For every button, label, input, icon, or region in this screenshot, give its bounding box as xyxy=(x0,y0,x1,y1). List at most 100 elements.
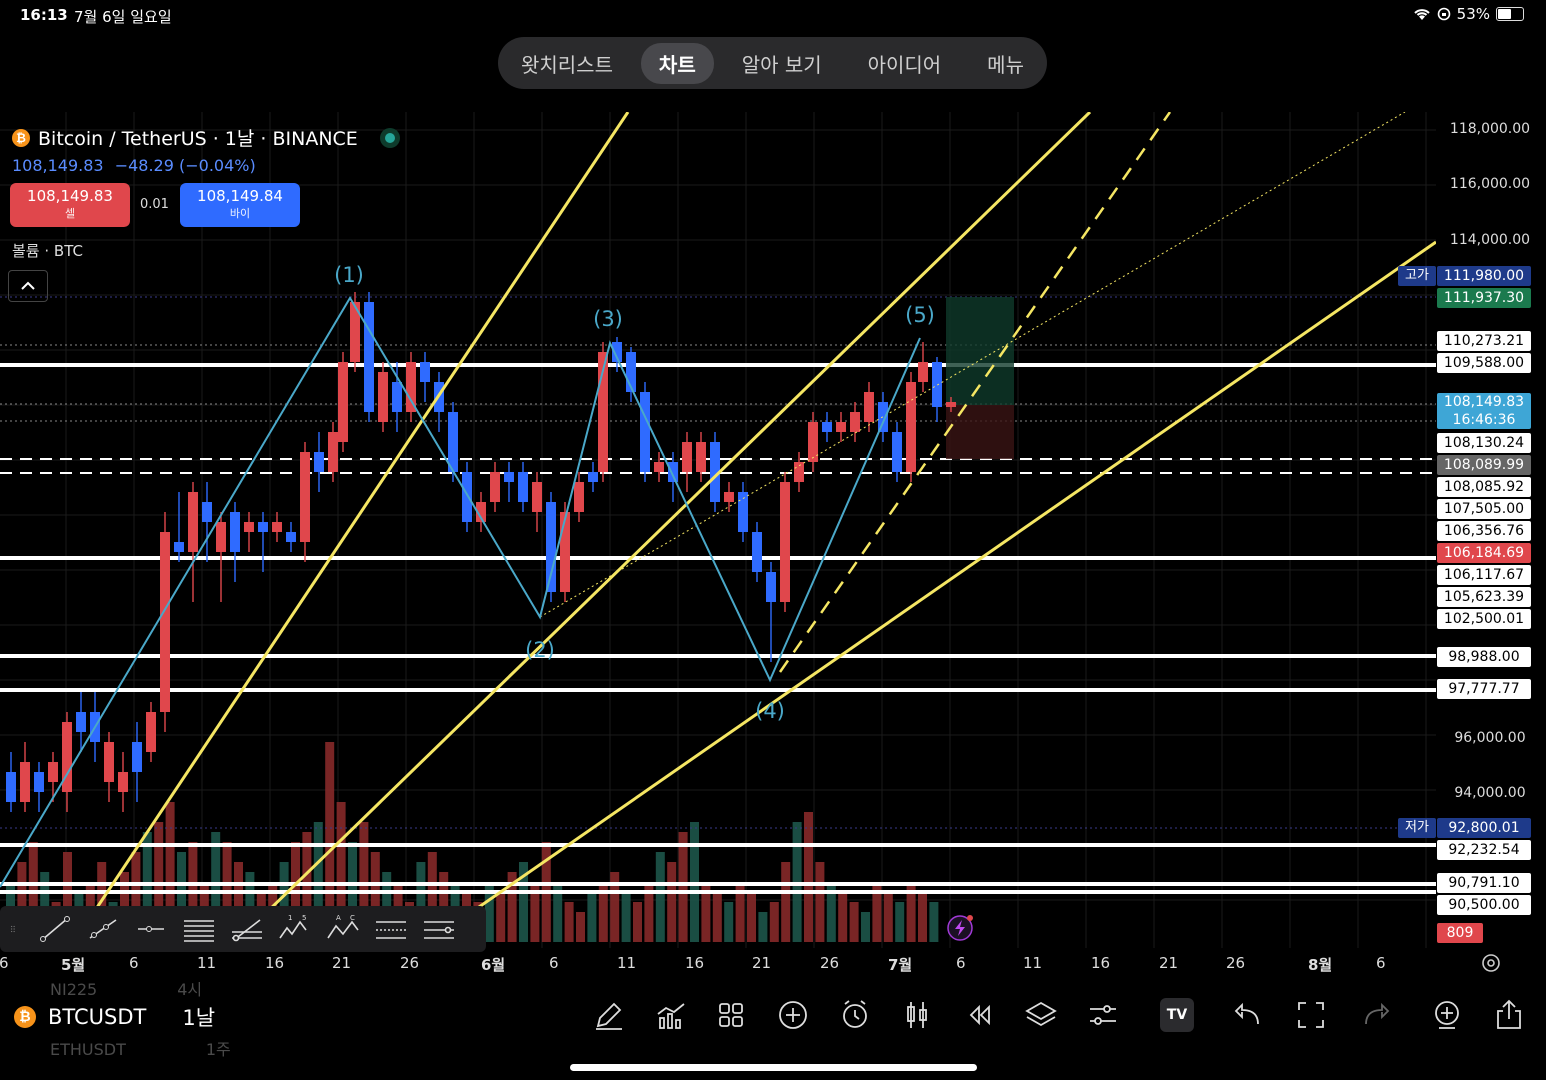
share-icon[interactable] xyxy=(1492,998,1526,1032)
price-marker-value: 106,117.67 xyxy=(1443,567,1525,583)
parallel-channel-tool-icon[interactable] xyxy=(182,914,216,944)
tradingview-logo-icon[interactable]: TV xyxy=(1160,998,1194,1032)
tab-4[interactable]: 메뉴 xyxy=(987,52,1024,77)
interval-selector[interactable]: 1날 xyxy=(182,1006,216,1030)
ghost-interval-above: 4시 xyxy=(177,980,203,999)
candle-body xyxy=(272,522,282,532)
collapse-legend-button[interactable] xyxy=(8,270,48,302)
candle-body xyxy=(406,362,416,412)
status-bar: 16:13 7월 6일 일요일 53% xyxy=(0,0,1546,30)
volume-bar xyxy=(758,912,768,942)
undo-icon[interactable] xyxy=(1232,998,1266,1032)
pen-drawing-icon[interactable] xyxy=(592,998,626,1032)
candle-body xyxy=(462,472,472,522)
add-alert-list-icon[interactable] xyxy=(1430,998,1464,1032)
alarm-clock-icon[interactable] xyxy=(838,998,872,1032)
buy-button[interactable]: 108,149.84 바이 xyxy=(180,183,300,227)
candle-body xyxy=(216,522,226,552)
candle-body xyxy=(146,712,156,752)
ghost-symbol-above: NI225 xyxy=(50,980,98,999)
drag-handle-icon[interactable] xyxy=(10,914,24,944)
candle-body xyxy=(504,472,514,482)
indicators-icon[interactable] xyxy=(654,998,688,1032)
volume-bar xyxy=(781,862,791,942)
quick-trade-icon[interactable] xyxy=(944,912,976,944)
date-tick-label: 6 xyxy=(1376,954,1386,972)
bitcoin-icon: ₿ xyxy=(12,128,30,147)
bitcoin-icon: ₿ xyxy=(14,1006,36,1028)
redo-icon[interactable] xyxy=(1358,998,1392,1032)
status-date: 7월 6일 일요일 xyxy=(74,8,172,26)
date-tick-label: 26 xyxy=(820,954,840,972)
fullscreen-icon[interactable] xyxy=(1294,998,1328,1032)
candle-body xyxy=(392,382,402,412)
volume-bar xyxy=(712,892,722,942)
price-marker-value: 110,273.21 xyxy=(1443,333,1525,349)
volume-bar xyxy=(895,902,905,942)
buy-price: 108,149.84 xyxy=(197,187,283,205)
replay-icon[interactable] xyxy=(962,998,996,1032)
price-marker: 107,505.00 xyxy=(1437,499,1531,519)
price-marker-value: 111,937.30 xyxy=(1443,290,1525,306)
volume-bar xyxy=(564,902,574,942)
sell-button[interactable]: 108,149.83 셀 xyxy=(10,183,130,227)
symbol-title-text: Bitcoin / TetherUS · 1날 · BINANCE xyxy=(38,128,358,150)
layers-icon[interactable] xyxy=(1024,998,1058,1032)
volume-bar xyxy=(279,862,289,942)
candle-body xyxy=(560,512,570,592)
ghost-watchlist-row-above: NI225 4시 xyxy=(50,976,202,1000)
price-change: −48.29 (−0.04%) xyxy=(114,156,256,175)
add-plus-icon[interactable] xyxy=(776,998,810,1032)
price-tick-label: 118,000.00 xyxy=(1449,121,1531,137)
candle-body xyxy=(822,422,832,432)
tab-1[interactable]: 차트 xyxy=(640,42,714,84)
symbol-name: BTCUSDT xyxy=(48,1005,147,1029)
settings-sliders-icon[interactable] xyxy=(1086,998,1120,1032)
countdown-timer: 16:46:36 xyxy=(1452,412,1516,428)
candle-body xyxy=(244,522,254,532)
volume-bar xyxy=(678,832,688,942)
candle-body xyxy=(174,542,184,552)
horizontal-ray-tool-icon[interactable] xyxy=(134,914,168,944)
date-tick-label: 11 xyxy=(1023,954,1043,972)
candle-body xyxy=(48,762,58,782)
price-marker: 809 xyxy=(1437,923,1483,943)
candle-body xyxy=(286,532,296,542)
gann-fan-tool-icon[interactable] xyxy=(374,914,408,944)
candle-body xyxy=(696,442,706,472)
volume-bar xyxy=(131,852,141,942)
trend-line-tool-icon[interactable] xyxy=(38,914,72,944)
pattern-tool-icon[interactable] xyxy=(422,914,456,944)
fib-retracement-tool-icon[interactable] xyxy=(230,914,264,944)
svg-text:1: 1 xyxy=(288,914,292,922)
tab-3[interactable]: 아이디어 xyxy=(867,52,942,77)
tab-2[interactable]: 알아 보기 xyxy=(741,52,822,77)
layout-grid-icon[interactable] xyxy=(714,998,748,1032)
volume-indicator-label[interactable]: 볼륨 · BTC xyxy=(12,242,83,260)
price-marker-value: 106,356.76 xyxy=(1443,523,1525,539)
tab-0[interactable]: 왓치리스트 xyxy=(520,52,613,77)
volume-bar xyxy=(234,862,243,942)
candle-body xyxy=(766,572,776,602)
dashed-trend-line xyxy=(778,112,1172,673)
status-right: 53% xyxy=(1413,5,1524,23)
date-tick-label: 6 xyxy=(956,954,966,972)
price-marker: 108,130.24 xyxy=(1437,433,1531,453)
candlestick-type-icon[interactable] xyxy=(900,998,934,1032)
ray-tool-icon[interactable] xyxy=(86,914,120,944)
candle-body xyxy=(76,712,86,732)
long-position-loss-zone xyxy=(946,405,1014,459)
chart-symbol-title[interactable]: ₿ Bitcoin / TetherUS · 1날 · BINANCE xyxy=(12,124,400,151)
battery-icon xyxy=(1496,7,1524,21)
axis-settings-icon[interactable] xyxy=(1478,950,1504,976)
candle-body xyxy=(918,362,928,382)
candle-body xyxy=(710,442,720,502)
price-marker: 90,500.00 xyxy=(1437,895,1531,915)
volume-bar xyxy=(587,892,597,942)
volume-bar xyxy=(747,892,756,942)
price-chart[interactable]: (1) (2) (3) (4) (5) xyxy=(0,112,1436,948)
volume-bar xyxy=(804,812,813,942)
symbol-selector[interactable]: ₿ BTCUSDT 1날 xyxy=(14,1002,215,1032)
